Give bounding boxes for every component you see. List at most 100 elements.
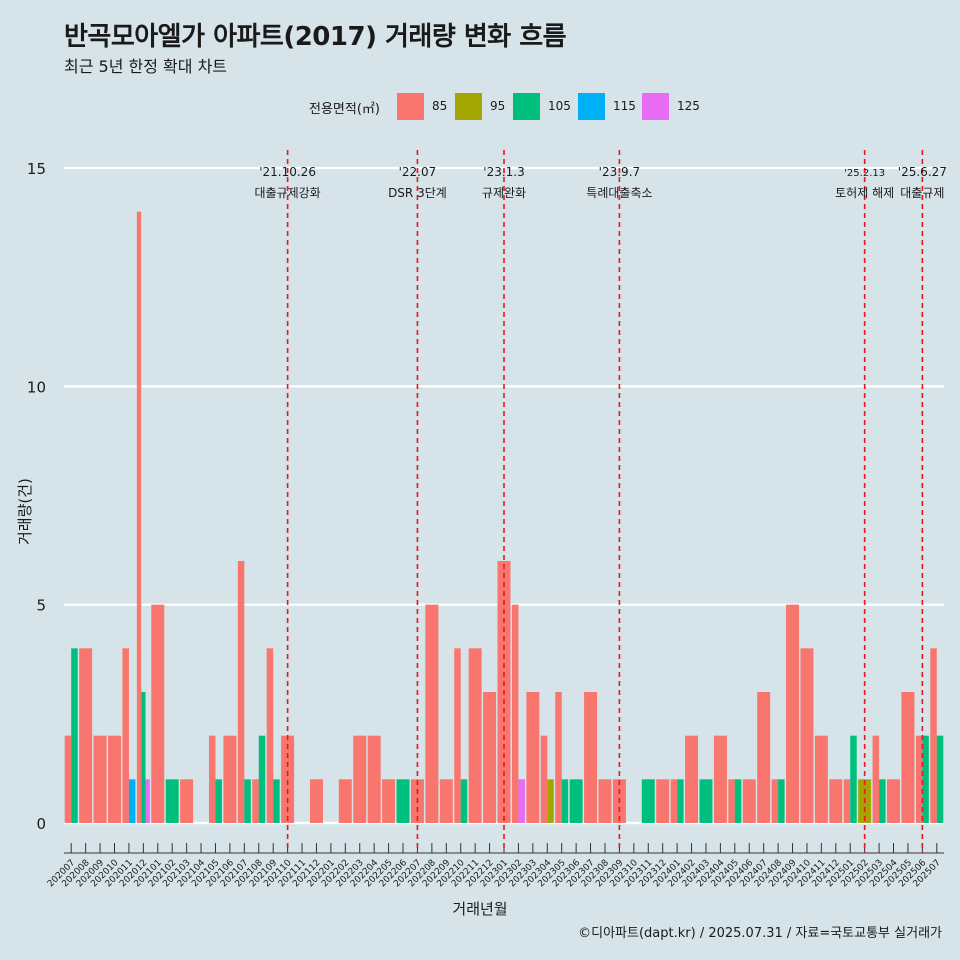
legend-swatch-95 — [455, 93, 482, 120]
legend-label-105: 105 — [548, 99, 571, 113]
bar-202409-85 — [786, 604, 800, 823]
bar-202008-85 — [79, 648, 93, 823]
bar-202401-105 — [677, 779, 684, 823]
bar-202007-105 — [71, 648, 78, 823]
bar-202107-85 — [237, 561, 245, 823]
annotation-date-202110: '21.10.26 — [259, 165, 316, 179]
bar-202108-85 — [252, 779, 259, 823]
bar-202408-85 — [771, 779, 779, 823]
bar-202506-105 — [922, 735, 929, 823]
bar-202407-85 — [757, 692, 771, 823]
bar-202507-105 — [936, 735, 944, 823]
bar-202401-85 — [670, 779, 678, 823]
bar-202205-85 — [382, 779, 396, 823]
chart-subtitle: 최근 5년 한정 확대 차트 — [64, 57, 228, 76]
source-caption: ©디아파트(dapt.kr) / 2025.07.31 / 자료=국토교통부 실… — [578, 926, 942, 941]
bar-202204-85 — [367, 735, 381, 823]
legend-label-125: 125 — [677, 99, 700, 113]
annotation-date-202301: '23.1.3 — [483, 165, 524, 179]
bar-202501-105 — [850, 735, 857, 823]
bar-202011-115 — [128, 779, 136, 823]
y-tick-label: 0 — [36, 815, 46, 833]
annotation-date-202309: '23.9.7 — [599, 165, 640, 179]
legend-label-95: 95 — [490, 99, 506, 113]
bar-202410-85 — [800, 648, 814, 823]
bar-202203-85 — [353, 735, 367, 823]
bar-202108-105 — [258, 735, 266, 823]
x-axis-label: 거래년월 — [452, 900, 508, 918]
bar-202501-85 — [843, 779, 851, 823]
bar-202303-85 — [526, 692, 540, 823]
bar-202304-85 — [540, 735, 548, 823]
bar-202302-125 — [518, 779, 525, 823]
bar-202012-85 — [136, 211, 142, 823]
y-axis-label: 거래량(건) — [16, 478, 34, 545]
legend-swatch-115 — [578, 93, 605, 120]
annotation-label-202506: 대출규제 — [900, 186, 944, 200]
annotation-label-202110: 대출규제강화 — [254, 186, 320, 200]
bar-202212-85 — [483, 692, 497, 823]
bar-202412-85 — [829, 779, 843, 823]
bar-202206-105 — [396, 779, 410, 823]
legend-label-115: 115 — [613, 99, 636, 113]
bar-202106-85 — [223, 735, 237, 823]
bar-202105-105 — [215, 779, 222, 823]
bar-202305-105 — [561, 779, 569, 823]
bar-202103-85 — [180, 779, 194, 823]
bar-202012-105 — [141, 692, 146, 823]
bar-202010-85 — [108, 735, 121, 823]
bar-202011-85 — [122, 648, 129, 823]
bar-202308-85 — [598, 779, 612, 823]
bar-202202-85 — [338, 779, 352, 823]
bar-202109-105 — [273, 779, 280, 823]
bar-202402-85 — [685, 735, 699, 823]
bar-202009-85 — [93, 735, 107, 823]
bar-202408-105 — [778, 779, 785, 823]
annotation-label-202502: 토허제 해제 — [835, 186, 894, 200]
legend-swatch-105 — [513, 93, 540, 120]
bar-202507-85 — [930, 648, 937, 823]
legend-title: 전용면적(㎡) — [309, 102, 380, 117]
bar-202305-85 — [555, 692, 562, 823]
bar-202405-85 — [728, 779, 735, 823]
annotation-date-202207: '22.07 — [399, 165, 437, 179]
chart-title: 반곡모아엘가 아파트(2017) 거래량 변화 흐름 — [64, 22, 567, 52]
annotation-date-202502: '25.2.13 — [844, 168, 885, 179]
legend-swatch-85 — [397, 93, 424, 120]
legend-swatch-125 — [642, 93, 669, 120]
bar-202109-85 — [266, 648, 274, 823]
bar-202405-105 — [734, 779, 742, 823]
bar-202505-85 — [901, 692, 915, 823]
bar-202411-85 — [814, 735, 828, 823]
bar-202504-85 — [887, 779, 900, 823]
bar-202304-95 — [547, 779, 554, 823]
y-tick-label: 15 — [27, 160, 46, 178]
bar-202302-85 — [511, 604, 519, 823]
bar-202406-85 — [742, 779, 756, 823]
bar-202208-85 — [425, 604, 439, 823]
legend-label-85: 85 — [432, 99, 448, 113]
bar-202311-105 — [641, 779, 655, 823]
bar-202102-105 — [165, 779, 179, 823]
bar-202105-85 — [208, 735, 216, 823]
bar-202209-85 — [439, 779, 453, 823]
bar-202312-85 — [656, 779, 670, 823]
bar-202306-105 — [569, 779, 583, 823]
bar-202007-85 — [64, 735, 72, 823]
bar-202404-85 — [713, 735, 727, 823]
bar-202110-85 — [281, 735, 295, 823]
annotation-label-202309: 특례대출축소 — [586, 186, 652, 200]
bar-202503-85 — [872, 735, 880, 823]
bar-202101-85 — [151, 604, 165, 823]
bar-202506-85 — [915, 735, 923, 823]
bar-202503-105 — [879, 779, 886, 823]
bar-202210-85 — [454, 648, 461, 823]
annotation-label-202301: 규제완화 — [482, 186, 526, 200]
bar-202211-85 — [468, 648, 482, 823]
annotation-label-202207: DSR 3단계 — [388, 186, 447, 200]
bar-202012-125 — [145, 779, 150, 823]
legend: 전용면적(㎡) 85 95 105 115 125 — [0, 92, 960, 122]
bar-202112-85 — [309, 779, 323, 823]
bar-202307-85 — [584, 692, 598, 823]
